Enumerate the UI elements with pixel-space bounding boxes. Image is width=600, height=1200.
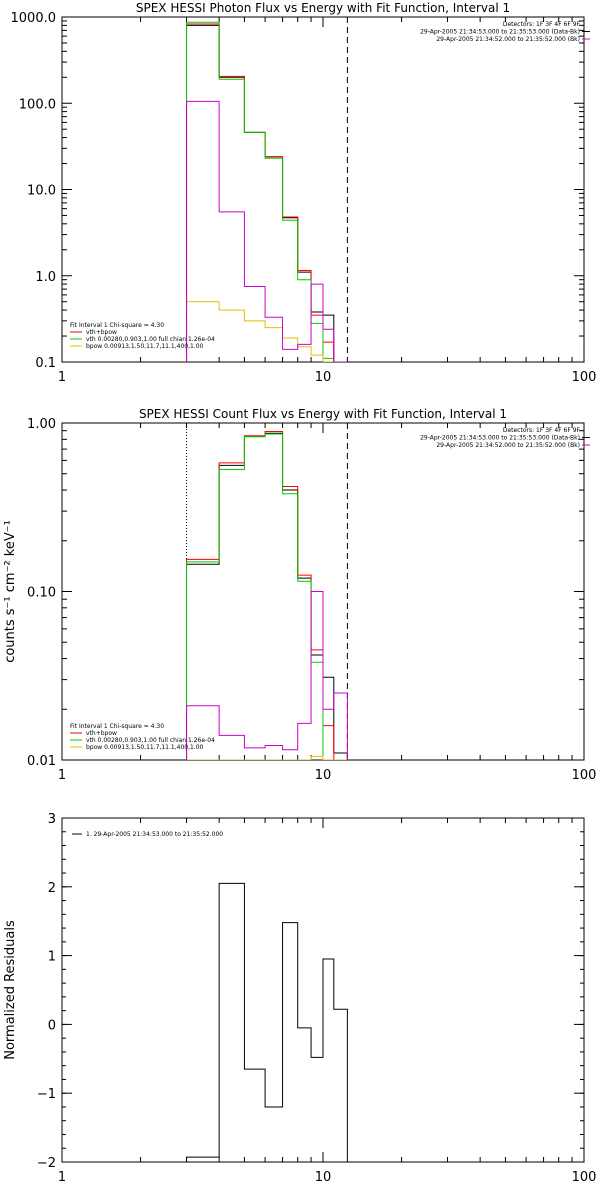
- header-line: 29-Apr-2005 21:34:53.000 to 21:35:53.000…: [420, 29, 580, 36]
- series-line--bk-: [186, 100, 348, 362]
- legend-entry: vth 0.00280,0.903,1.00 full chian 1.26e-…: [86, 336, 215, 343]
- y-tick-label: −1: [37, 1087, 56, 1102]
- legend-entry: 1. 29-Apr-2005 21:34:53.000 to 21:35:52.…: [86, 831, 223, 838]
- header-line: Detectors: 1F 3F 4F 6F 9F: [503, 427, 581, 434]
- x-tick-label: 100: [572, 1170, 597, 1185]
- legend-entry: vth+bpow: [86, 730, 117, 737]
- y-tick-label: −2: [37, 1156, 56, 1171]
- y-tick-label: 100.0: [19, 97, 56, 112]
- chart-title: SPEX HESSI Photon Flux vs Energy with Fi…: [136, 1, 510, 15]
- chart-title: SPEX HESSI Count Flux vs Energy with Fit…: [139, 407, 507, 421]
- header-line: 29-Apr-2005 21:34:53.000 to 21:35:53.000…: [420, 435, 580, 442]
- y-tick-label: 3: [48, 812, 56, 827]
- series-line-bpow: [186, 755, 348, 760]
- y-tick-label: 1.0: [35, 270, 56, 285]
- series-line--data-bk-: [186, 432, 348, 760]
- y-tick-label: 0.10: [27, 586, 56, 601]
- y-tick-label: 0.1: [35, 356, 56, 371]
- header-line: 29-Apr-2005 21:34:52.000 to 21:35:52.000…: [436, 36, 580, 43]
- header-line: Detectors: 1F 3F 4F 6F 9F: [503, 21, 581, 28]
- y-tick-label: 1.00: [27, 417, 56, 432]
- x-tick-label: 1: [58, 1170, 66, 1185]
- y-axis-label: Normalized Residuals: [3, 920, 18, 1060]
- chart-panel-1: SPEX HESSI Photon Flux vs Energy with Fi…: [11, 1, 597, 385]
- series-line--bk-: [186, 591, 348, 760]
- chart-panel-2: SPEX HESSI Count Flux vs Energy with Fit…: [3, 407, 596, 783]
- x-tick-label: 10: [315, 768, 332, 783]
- header-line: 29-Apr-2005 21:34:52.000 to 21:35:52.000…: [436, 442, 580, 449]
- legend-entry: Fit Interval 1 Chi-square = 4.30: [70, 723, 164, 730]
- x-tick-label: 1: [58, 370, 66, 385]
- y-axis-label: counts s⁻¹ cm⁻² keV⁻¹: [3, 520, 18, 663]
- x-tick-label: 10: [315, 370, 332, 385]
- x-tick-label: 100: [572, 768, 597, 783]
- legend-entry: bpow 0.00913,1.50,11.7,11.1,400,1.00: [86, 744, 204, 751]
- series-line-1-29-apr-2005-21-34-53-000-to-21-35-52-000: [186, 882, 348, 1162]
- y-tick-label: 1: [48, 950, 56, 965]
- x-tick-label: 1: [58, 768, 66, 783]
- y-tick-label: 2: [48, 881, 56, 896]
- legend-entry: vth 0.00280,0.903,1.00 full chian 1.26e-…: [86, 737, 215, 744]
- chart-panel-3: 1 10 100 −2 −1 0 1 2 3 Normalized Residuals 1. 29-…: [3, 812, 596, 1185]
- y-tick-label: 0: [48, 1018, 56, 1033]
- legend-entry: Fit Interval 1 Chi-square = 4.30: [70, 322, 164, 329]
- y-tick-label: 10.0: [27, 184, 56, 199]
- legend-entry: vth+bpow: [86, 329, 117, 336]
- x-tick-label: 10: [315, 1170, 332, 1185]
- x-tick-label: 100: [572, 370, 597, 385]
- y-tick-label: 1000.0: [11, 11, 57, 26]
- y-tick-label: 0.01: [27, 754, 56, 769]
- legend-entry: bpow 0.00913,1.50,11.7,11.1,400,1.00: [86, 343, 204, 350]
